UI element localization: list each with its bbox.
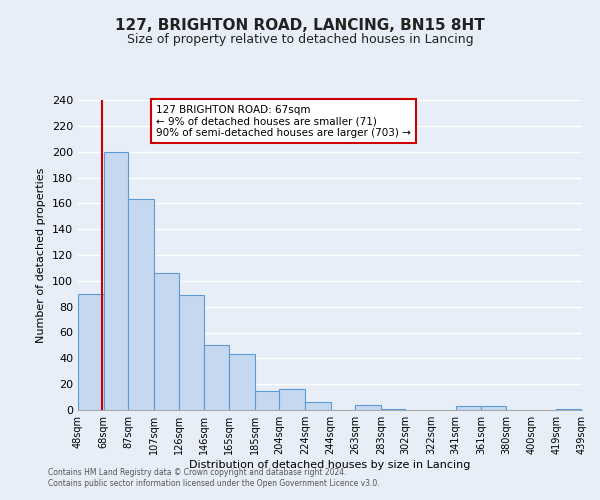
Bar xyxy=(481,406,506,410)
Bar xyxy=(179,295,205,410)
Bar xyxy=(205,346,229,410)
Bar xyxy=(78,294,104,410)
Text: 127, BRIGHTON ROAD, LANCING, BN15 8HT: 127, BRIGHTON ROAD, LANCING, BN15 8HT xyxy=(115,18,485,32)
Bar xyxy=(556,408,582,410)
Bar xyxy=(279,390,305,410)
Bar xyxy=(154,273,179,410)
Bar xyxy=(104,152,128,410)
Bar xyxy=(305,402,331,410)
Bar xyxy=(355,405,381,410)
Bar xyxy=(229,354,254,410)
Text: 127 BRIGHTON ROAD: 67sqm
← 9% of detached houses are smaller (71)
90% of semi-de: 127 BRIGHTON ROAD: 67sqm ← 9% of detache… xyxy=(156,104,411,138)
Bar xyxy=(128,200,154,410)
Y-axis label: Number of detached properties: Number of detached properties xyxy=(37,168,46,342)
X-axis label: Distribution of detached houses by size in Lancing: Distribution of detached houses by size … xyxy=(190,460,470,470)
Bar xyxy=(381,408,406,410)
Bar xyxy=(455,406,481,410)
Text: Size of property relative to detached houses in Lancing: Size of property relative to detached ho… xyxy=(127,32,473,46)
Text: Contains HM Land Registry data © Crown copyright and database right 2024.
Contai: Contains HM Land Registry data © Crown c… xyxy=(48,468,380,487)
Bar xyxy=(254,390,279,410)
